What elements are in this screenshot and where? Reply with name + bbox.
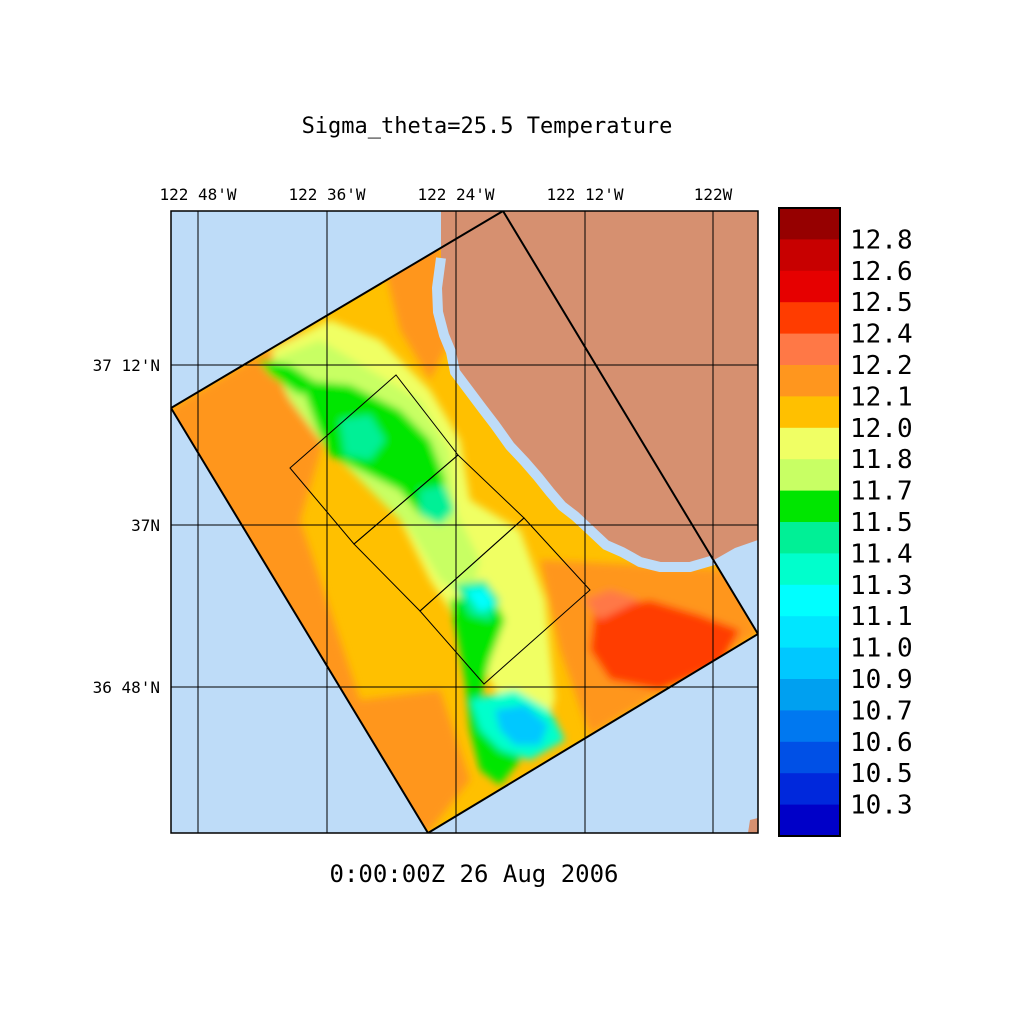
colorbar-swatch — [779, 459, 840, 492]
colorbar-swatch — [779, 679, 840, 711]
temperature-patch — [495, 705, 548, 745]
model-domain-outline — [171, 211, 758, 833]
nested-box-south — [419, 517, 591, 685]
colorbar-swatch — [779, 365, 840, 397]
colorbar-swatch — [779, 616, 840, 649]
temperature-patch — [380, 240, 450, 380]
colorbar-tick-label: 12.1 — [850, 382, 913, 412]
latitude-labels: 37 12'N 37N 36 48'N — [93, 356, 160, 697]
colorbar-swatch — [779, 208, 840, 240]
lon-label: 122 12'W — [546, 185, 623, 204]
lat-label: 36 48'N — [93, 678, 160, 697]
colorbar-tick-label: 12.6 — [850, 257, 913, 287]
colorbar-tick-label: 11.3 — [850, 571, 913, 601]
colorbar-swatch — [779, 239, 840, 272]
colorbar-tick-label: 10.3 — [850, 791, 913, 821]
temperature-patch — [258, 360, 320, 395]
lon-label: 122 48'W — [159, 185, 236, 204]
colorbar-swatch — [779, 741, 840, 774]
colorbar-tick-label: 11.7 — [850, 477, 913, 507]
lon-label: 122 36'W — [288, 185, 365, 204]
colorbar-frame — [778, 207, 841, 837]
colorbar-swatch — [779, 302, 840, 335]
colorbar-swatch — [779, 270, 840, 303]
colorbar-swatch — [779, 804, 840, 837]
colorbar-tick-label: 10.9 — [850, 665, 913, 695]
map-frame — [170, 210, 759, 834]
colorbar-swatch — [779, 333, 840, 366]
colorbar-swatch — [779, 710, 840, 743]
temperature-patch — [585, 590, 640, 620]
coastal-ocean-strip — [431, 257, 758, 572]
colorbar-swatch — [779, 490, 840, 523]
lat-label: 37N — [131, 516, 160, 535]
colorbar-labels: 12.812.612.512.412.212.112.011.811.711.5… — [850, 225, 913, 820]
colorbar-tick-label: 10.6 — [850, 728, 913, 758]
temperature-patch — [340, 415, 385, 460]
longitude-labels: 122 48'W 122 36'W 122 24'W 122 12'W 122W — [159, 185, 732, 204]
timestamp: 0:00:00Z 26 Aug 2006 — [330, 860, 619, 888]
plot-title: Sigma_theta=25.5 Temperature — [302, 114, 673, 139]
temperature-patch — [465, 588, 495, 612]
lon-label: 122 24'W — [417, 185, 494, 204]
colorbar-swatch — [779, 553, 840, 586]
colorbar-tick-label: 12.5 — [850, 288, 913, 318]
colorbar-tick-label: 11.8 — [850, 445, 913, 475]
colorbar-tick-label: 10.7 — [850, 696, 913, 726]
map-panel — [171, 211, 758, 833]
temperature-patch — [420, 485, 455, 525]
colorbar-swatch — [779, 584, 840, 617]
colorbar-tick-label: 11.0 — [850, 634, 913, 664]
colorbar-tick-label: 10.5 — [850, 759, 913, 789]
colorbar-swatch — [779, 647, 840, 680]
colorbar-tick-label: 11.5 — [850, 508, 913, 538]
colorbar-tick-label: 11.1 — [850, 602, 913, 632]
colorbar-tick-label: 11.4 — [850, 539, 913, 569]
colorbar-tick-label: 12.0 — [850, 414, 913, 444]
colorbar-swatch — [779, 522, 840, 554]
colorbar-swatch — [779, 427, 840, 460]
colorbar-swatch — [779, 773, 840, 806]
lon-label: 122W — [694, 185, 733, 204]
colorbar-swatch — [779, 396, 840, 429]
lat-label: 37 12'N — [93, 356, 160, 375]
colorbar-tick-label: 12.4 — [850, 320, 913, 350]
colorbar-tick-label: 12.8 — [850, 225, 913, 255]
colorbar-tick-label: 12.2 — [850, 351, 913, 381]
land-fragment — [748, 818, 758, 833]
colorbar — [778, 207, 841, 837]
